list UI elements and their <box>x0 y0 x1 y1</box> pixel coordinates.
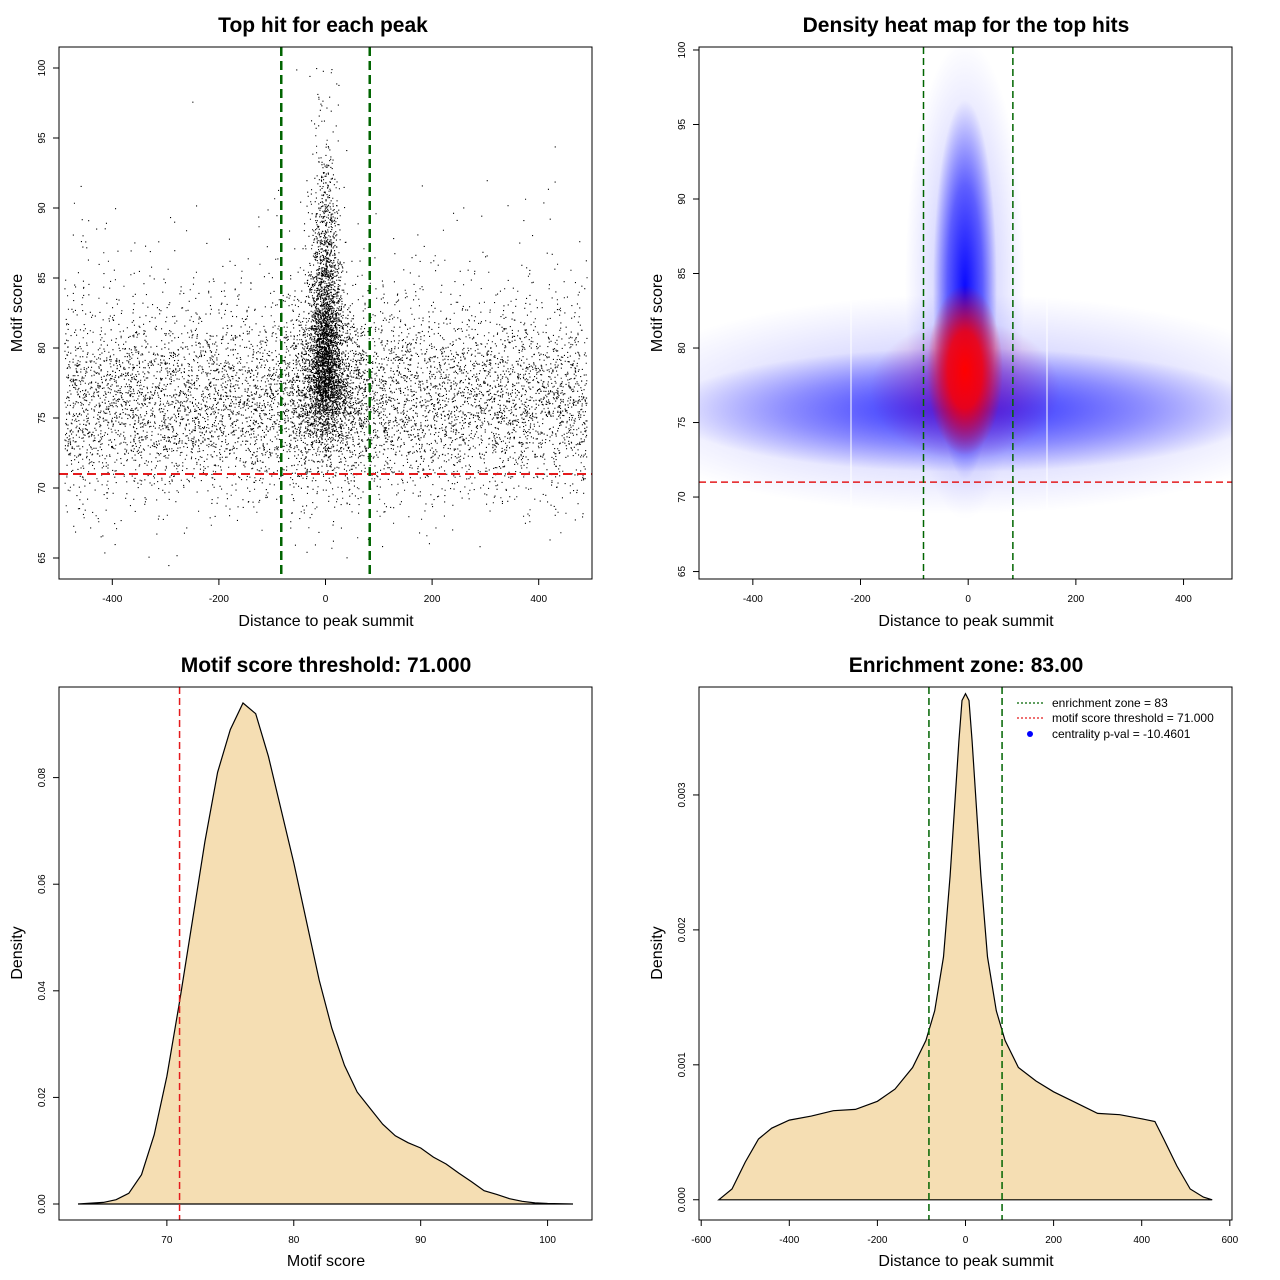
legend-label-zone: enrichment zone = 83 <box>1052 696 1168 710</box>
x-tick-label: 200 <box>1068 594 1085 605</box>
x-tick-label: 70 <box>161 1235 173 1246</box>
x-tick-label: -400 <box>779 1235 799 1246</box>
density-area <box>77 702 574 1205</box>
x-tick-label: -400 <box>743 594 763 605</box>
y-tick-label: 70 <box>677 491 688 503</box>
x-tick-label: 90 <box>415 1235 427 1246</box>
y-tick-label: 80 <box>37 342 48 354</box>
y-tick-label: 65 <box>677 566 688 578</box>
x-axis-label: Distance to peak summit <box>878 613 1054 630</box>
panel-density-heatmap: Density heat map for the top hits -400 -2… <box>649 14 1233 630</box>
y-tick-label: 75 <box>677 417 688 429</box>
panel-score-density: Motif score threshold: 71.000 70 80 90 100 … <box>9 654 593 1270</box>
y-tick-label: 0.08 <box>37 767 48 787</box>
x-tick-label: -200 <box>867 1235 887 1246</box>
heatmap-area <box>699 47 1232 579</box>
y-tick-label: 100 <box>677 41 688 58</box>
y-tick-label: 90 <box>37 202 48 214</box>
y-tick-label: 85 <box>37 272 48 284</box>
y-axis-label: Motif score <box>9 274 26 352</box>
y-axis-label: Density <box>9 926 26 979</box>
y-tick-label: 0.002 <box>677 917 688 942</box>
x-tick-label: 100 <box>539 1235 556 1246</box>
scatter-point-cloud <box>64 68 588 567</box>
legend: enrichment zone = 83 motif score thresho… <box>1017 696 1214 741</box>
chart-title: Density heat map for the top hits <box>803 14 1130 37</box>
y-tick-label: 95 <box>37 132 48 144</box>
y-tick-label: 70 <box>37 482 48 494</box>
x-tick-label: 0 <box>963 1235 969 1246</box>
x-tick-label: 400 <box>530 594 547 605</box>
panel-top-hit-scatter: Top hit for each peak -400 -200 0 200 400 65… <box>9 14 593 630</box>
x-axis: -600 -400 -200 0 200 400 600 <box>691 1219 1239 1246</box>
x-tick-label: 0 <box>965 594 971 605</box>
scatter-points <box>64 68 588 567</box>
x-axis: -400 -200 0 200 400 <box>102 578 547 605</box>
chart-title: Motif score threshold: 71.000 <box>181 654 472 677</box>
legend-label-pval: centrality p-val = -10.4601 <box>1052 727 1191 741</box>
y-tick-label: 80 <box>677 342 688 354</box>
y-axis: 0.000 0.001 0.002 0.003 <box>677 782 700 1212</box>
x-tick-label: 200 <box>1045 1235 1062 1246</box>
x-tick-label: -200 <box>851 594 871 605</box>
y-tick-label: 0.02 <box>37 1087 48 1107</box>
y-axis: 65 70 75 80 85 90 95 100 <box>677 41 700 578</box>
x-tick-label: -200 <box>209 594 229 605</box>
chart-title: Top hit for each peak <box>218 14 428 37</box>
y-tick-label: 0.001 <box>677 1052 688 1077</box>
y-tick-label: 85 <box>677 268 688 280</box>
y-tick-label: 75 <box>37 412 48 424</box>
y-tick-label: 90 <box>677 193 688 205</box>
x-tick-label: 80 <box>288 1235 300 1246</box>
x-tick-label: -600 <box>691 1235 711 1246</box>
x-axis: -400 -200 0 200 400 <box>743 578 1192 605</box>
x-tick-label: -400 <box>102 594 122 605</box>
heat-core <box>927 285 1003 455</box>
y-tick-label: 95 <box>677 118 688 130</box>
x-tick-label: 400 <box>1175 594 1192 605</box>
y-tick-label: 0.00 <box>37 1194 48 1214</box>
y-tick-label: 0.04 <box>37 981 48 1001</box>
x-tick-label: 200 <box>424 594 441 605</box>
y-axis: 0.00 0.02 0.04 0.06 0.08 <box>37 767 60 1214</box>
density-area <box>717 692 1213 1201</box>
x-tick-label: 400 <box>1133 1235 1150 1246</box>
x-axis-label: Motif score <box>287 1253 365 1270</box>
y-tick-label: 0.000 <box>677 1187 688 1212</box>
y-axis-label: Density <box>649 926 666 979</box>
y-axis: 65 70 75 80 85 90 95 100 <box>37 59 60 564</box>
x-axis-label: Distance to peak summit <box>238 613 414 630</box>
y-tick-label: 0.003 <box>677 782 688 807</box>
chart-title: Enrichment zone: 83.00 <box>849 654 1084 677</box>
x-tick-label: 0 <box>323 594 329 605</box>
legend-swatch-pval <box>1027 731 1033 737</box>
y-tick-label: 0.06 <box>37 874 48 894</box>
x-axis-label: Distance to peak summit <box>878 1253 1054 1270</box>
legend-label-threshold: motif score threshold = 71.000 <box>1052 711 1214 725</box>
y-tick-label: 100 <box>37 59 48 76</box>
panel-distance-density: Enrichment zone: 83.00 -600 -400 -200 0 200 4… <box>649 654 1239 1270</box>
x-tick-label: 600 <box>1221 1235 1238 1246</box>
y-axis-label: Motif score <box>649 274 666 352</box>
x-axis: 70 80 90 100 <box>161 1219 556 1246</box>
y-tick-label: 65 <box>37 552 48 564</box>
